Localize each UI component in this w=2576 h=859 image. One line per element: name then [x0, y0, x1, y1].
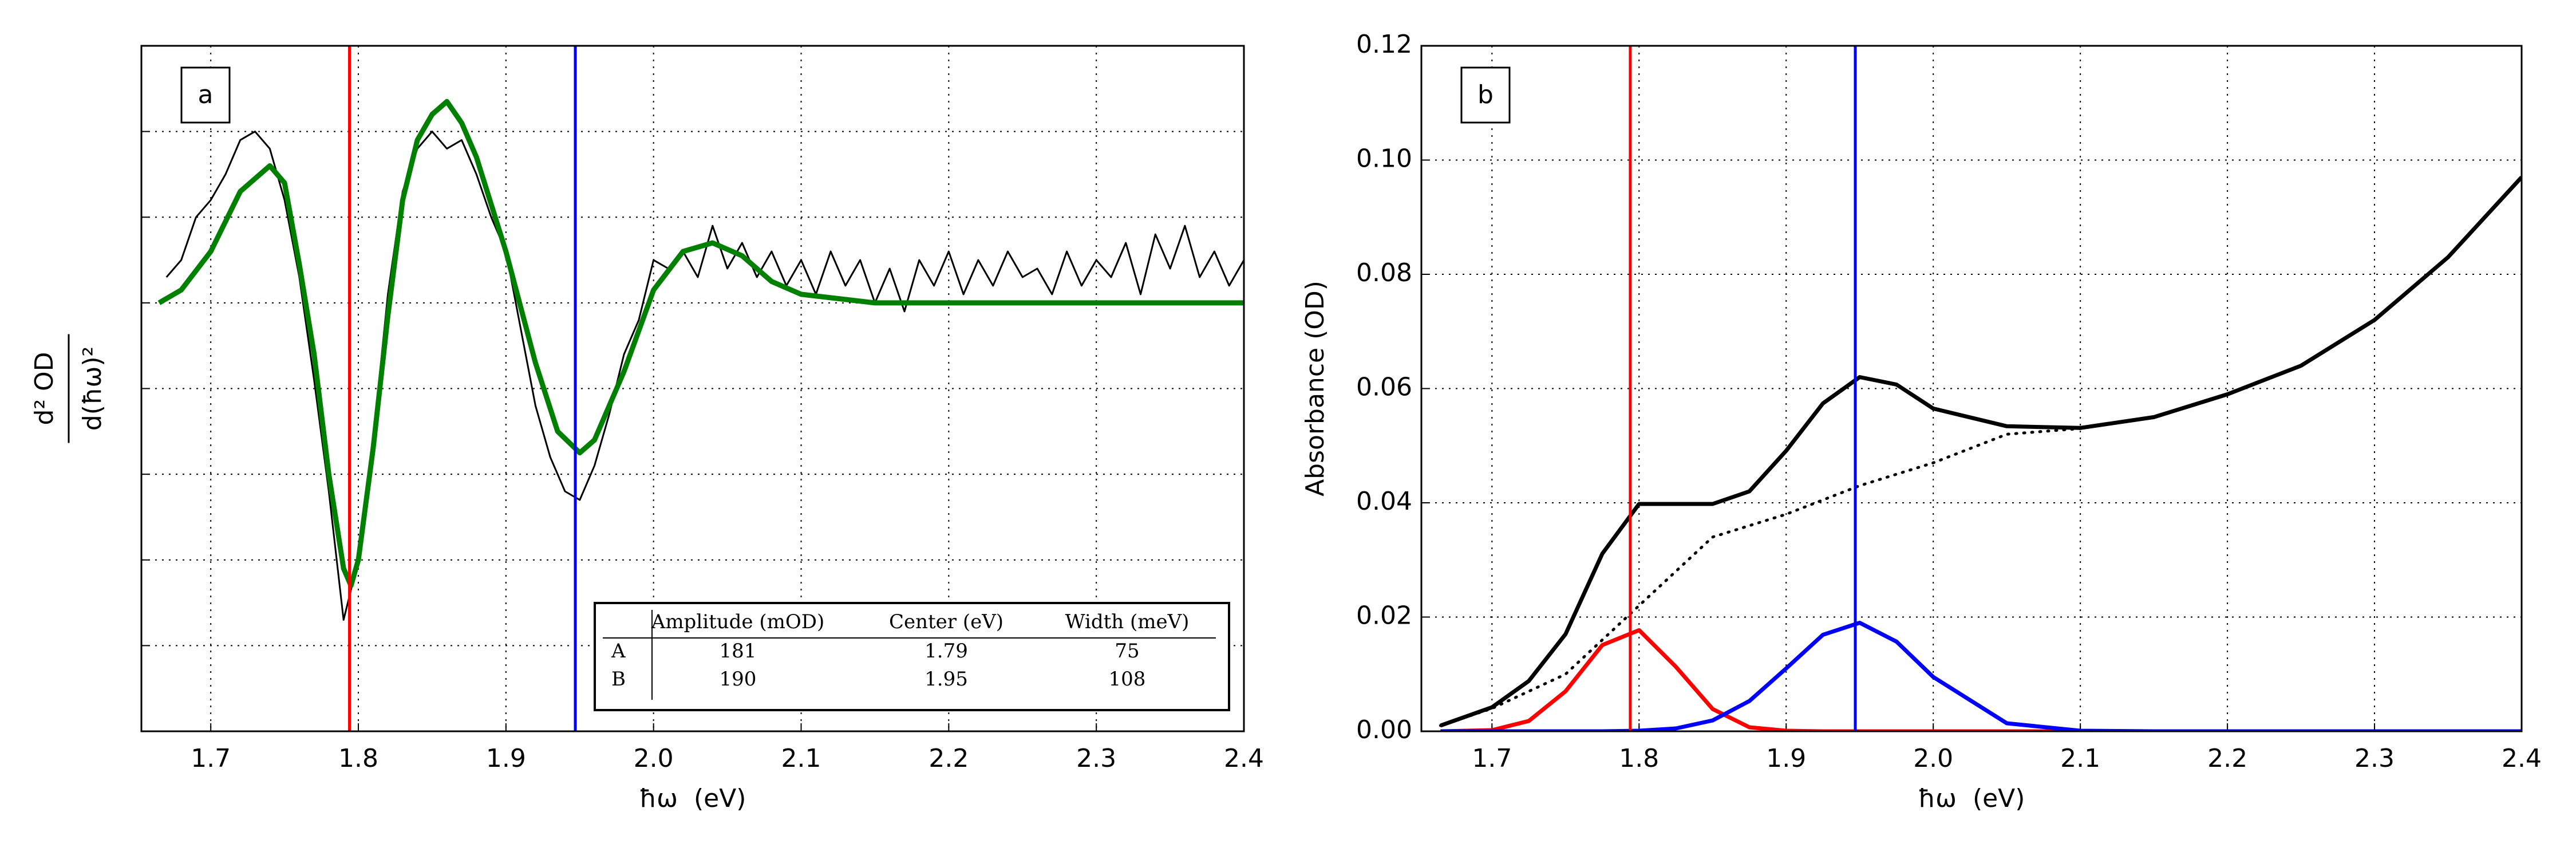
y-tick-label: 0.00 — [1356, 715, 1412, 744]
x-tick-label: 2.0 — [634, 744, 674, 773]
data-line — [1440, 628, 2522, 731]
x-axis-label: ħω (eV) — [639, 784, 746, 813]
y-tick-label: 0.08 — [1356, 258, 1412, 287]
x-tick-label: 2.2 — [929, 744, 969, 773]
fit-table: Amplitude (mOD) Center (eV) Width (meV) A 18… — [594, 602, 1230, 711]
panel-label-box — [180, 66, 231, 124]
y-tick-label: 0.10 — [1356, 144, 1412, 174]
data-line — [165, 131, 1244, 621]
table-row-label: B — [611, 668, 626, 691]
y-axis-label: Absorbance (OD) — [1301, 281, 1330, 497]
table-cell: 108 — [1109, 668, 1146, 691]
x-tick-label: 1.8 — [1619, 744, 1659, 773]
x-tick-label: 2.3 — [1076, 744, 1116, 773]
x-tick-label: 2.4 — [1224, 744, 1264, 773]
x-tick-label: 2.1 — [2060, 744, 2100, 773]
y-tick-label: 0.04 — [1356, 487, 1412, 516]
panel-label: b — [1477, 80, 1494, 109]
data-line — [1440, 176, 2522, 728]
y-label-denominator: d(ħω)² — [78, 346, 107, 431]
x-tick-label: 2.2 — [2207, 744, 2247, 773]
x-tick-label: 2.4 — [2502, 744, 2542, 773]
table-row-label: A — [611, 640, 626, 663]
plot-frame — [1420, 45, 2523, 732]
data-line — [1440, 621, 2522, 731]
table-cell: 190 — [720, 668, 757, 691]
table-cell: 75 — [1115, 640, 1139, 663]
table-cell: 1.95 — [924, 668, 968, 691]
table-header: Amplitude (mOD) — [651, 610, 824, 633]
x-tick-label: 2.3 — [2354, 744, 2395, 773]
plot-frame — [140, 45, 1245, 732]
y-tick-label: 0.06 — [1356, 373, 1412, 402]
x-tick-label: 1.9 — [486, 744, 526, 773]
x-tick-label: 1.7 — [191, 744, 231, 773]
x-tick-label: 1.7 — [1472, 744, 1512, 773]
panel: 1.7 1.8 1.9 2.0 2.1 2.2 2.3 2.4 0.00 0.02 0.04 0.06… — [1301, 30, 2542, 813]
table-cell: 181 — [720, 640, 757, 663]
x-axis-label: ħω (eV) — [1918, 784, 2025, 813]
table-box — [594, 602, 1230, 711]
x-tick-label: 1.8 — [338, 744, 378, 773]
panel-label-box — [1460, 66, 1511, 124]
x-tick-label: 2.0 — [1913, 744, 1953, 773]
y-label-numerator: d² OD — [30, 352, 59, 425]
y-tick-label: 0.12 — [1356, 30, 1412, 59]
y-tick-label: 0.02 — [1356, 601, 1412, 631]
table-cell: 1.79 — [924, 640, 968, 663]
panel: 1.7 1.8 1.9 2.0 2.1 2.2 2.3 2.4 a ħω (eV) d² OD d(ħ… — [30, 45, 1264, 813]
x-tick-label: 2.1 — [781, 744, 821, 773]
x-tick-label: 1.9 — [1766, 744, 1806, 773]
table-header: Width (meV) — [1065, 610, 1190, 633]
data-line — [157, 98, 1244, 589]
panel-label: a — [198, 80, 214, 109]
table-header: Center (eV) — [889, 610, 1003, 633]
y-axis-label: d² OD d(ħω)² — [30, 334, 107, 443]
